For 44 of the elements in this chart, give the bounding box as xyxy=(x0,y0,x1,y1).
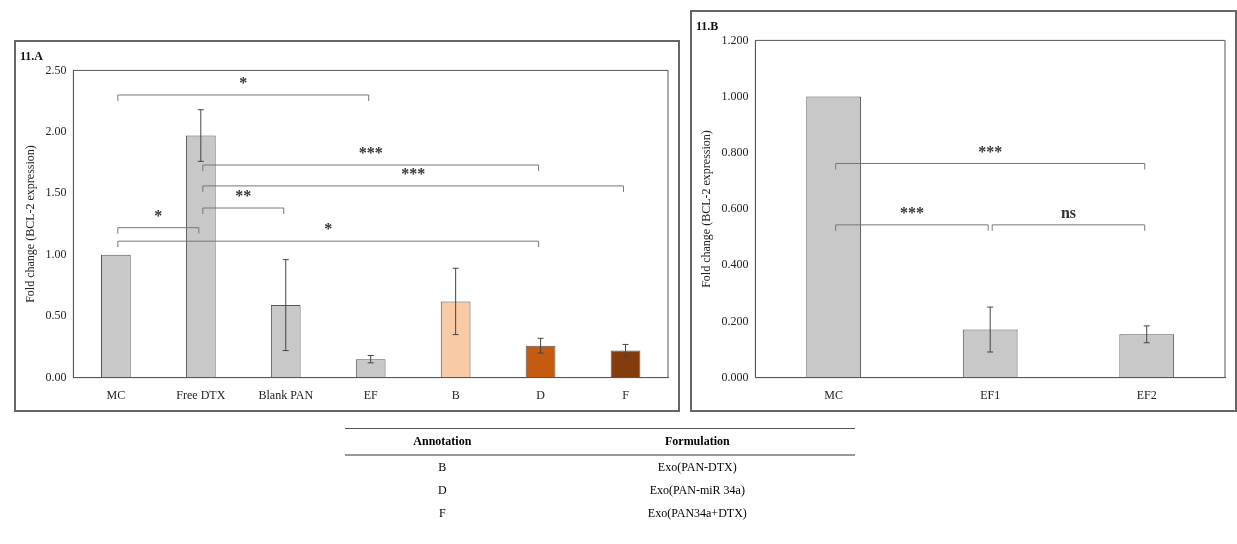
annotation: ** xyxy=(235,187,252,205)
text: Exo(PAN34a+DTX) xyxy=(646,505,748,522)
text: Annotation xyxy=(345,428,540,455)
annotation: *** xyxy=(401,165,426,183)
text: Exo(PAN-DTX) xyxy=(656,459,738,476)
chart-title: 11.B xyxy=(696,19,719,34)
y-tick-label: 0.400 xyxy=(721,257,749,272)
y-tick-label: 1.000 xyxy=(721,88,749,103)
x-tick-label: EF1 xyxy=(980,387,1001,402)
y-axis-title: Fold change (BCL-2 expression) xyxy=(699,130,714,288)
y-tick-label: 0.000 xyxy=(721,369,749,384)
annotation: *** xyxy=(978,142,1003,160)
annotation: * xyxy=(154,206,163,224)
annotation: * xyxy=(239,74,248,92)
x-tick-label: EF xyxy=(363,387,379,402)
text: D xyxy=(436,482,448,499)
x-tick-label: MC xyxy=(106,387,126,402)
x-tick-label: F xyxy=(622,387,630,402)
y-tick-label: 2.00 xyxy=(45,124,67,138)
y-tick-label: 1.00 xyxy=(45,246,67,261)
x-tick-label: B xyxy=(451,387,460,402)
y-tick-label: 1.50 xyxy=(45,185,67,200)
text: F xyxy=(437,505,447,522)
y-tick-label: 0.600 xyxy=(721,201,749,216)
y-tick-label: 1.200 xyxy=(721,32,749,47)
y-tick-label: 0.00 xyxy=(45,369,67,384)
x-tick-label: Blank PAN xyxy=(258,387,314,402)
annotation: * xyxy=(324,220,333,238)
annotation: ns xyxy=(1060,203,1077,221)
x-tick-label: EF2 xyxy=(1136,387,1157,402)
x-tick-label: Free DTX xyxy=(176,387,226,402)
chart-title: 11.A xyxy=(20,49,44,64)
x-tick-label: MC xyxy=(824,387,844,402)
x-tick-label: D xyxy=(536,387,546,402)
y-tick-label: 0.50 xyxy=(45,308,67,323)
annotation: *** xyxy=(899,203,924,221)
y-tick-label: 0.200 xyxy=(721,313,749,328)
y-tick-label: 2.50 xyxy=(45,62,67,77)
text: Exo(PAN-miR 34a) xyxy=(648,482,746,499)
text: Formulation xyxy=(539,428,855,455)
text: B xyxy=(437,459,448,476)
y-axis-title: Fold change (BCL-2 expression) xyxy=(23,145,38,303)
y-tick-label: 0.800 xyxy=(721,144,749,159)
annotation: *** xyxy=(358,144,383,162)
